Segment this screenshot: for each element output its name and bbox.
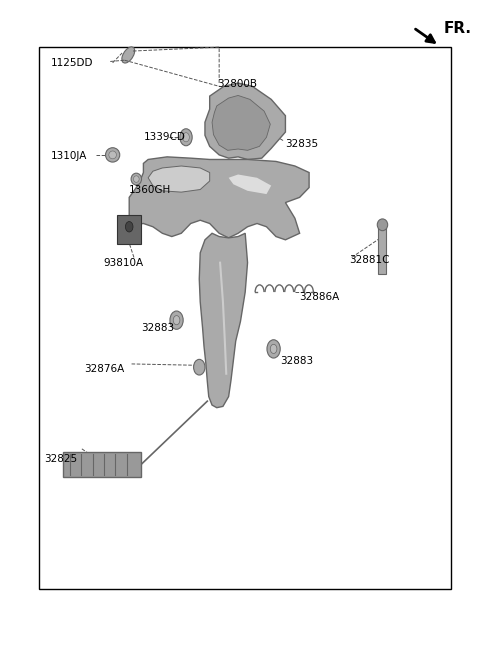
Ellipse shape: [131, 173, 142, 185]
Text: 32825: 32825: [44, 454, 77, 464]
Circle shape: [180, 129, 192, 146]
Text: 32886A: 32886A: [300, 292, 340, 302]
Polygon shape: [148, 166, 210, 192]
Text: 32800B: 32800B: [217, 79, 257, 89]
Text: 32835: 32835: [286, 139, 319, 149]
Polygon shape: [228, 174, 271, 194]
Circle shape: [270, 344, 277, 354]
Ellipse shape: [106, 148, 120, 162]
Polygon shape: [129, 157, 309, 240]
Bar: [378, 228, 386, 274]
Ellipse shape: [122, 47, 135, 63]
Text: 32883: 32883: [141, 323, 174, 333]
Circle shape: [170, 311, 183, 329]
Circle shape: [193, 359, 205, 375]
Circle shape: [267, 340, 280, 358]
Text: 32881C: 32881C: [349, 255, 390, 265]
Circle shape: [183, 133, 189, 142]
Text: 1310JA: 1310JA: [51, 151, 87, 161]
Ellipse shape: [133, 176, 139, 182]
Circle shape: [173, 316, 180, 325]
Text: FR.: FR.: [444, 22, 472, 36]
Circle shape: [125, 222, 133, 232]
Text: 1360GH: 1360GH: [129, 184, 171, 195]
Ellipse shape: [377, 219, 388, 231]
Bar: [118, 215, 141, 245]
Text: 32876A: 32876A: [84, 364, 124, 374]
Text: 1339CD: 1339CD: [144, 133, 185, 142]
Text: 93810A: 93810A: [103, 258, 144, 268]
Polygon shape: [199, 234, 248, 407]
Text: 32883: 32883: [280, 356, 313, 365]
Ellipse shape: [109, 151, 117, 159]
Polygon shape: [63, 452, 141, 477]
Polygon shape: [205, 83, 286, 159]
Polygon shape: [212, 96, 270, 150]
Text: 1125DD: 1125DD: [51, 58, 94, 68]
